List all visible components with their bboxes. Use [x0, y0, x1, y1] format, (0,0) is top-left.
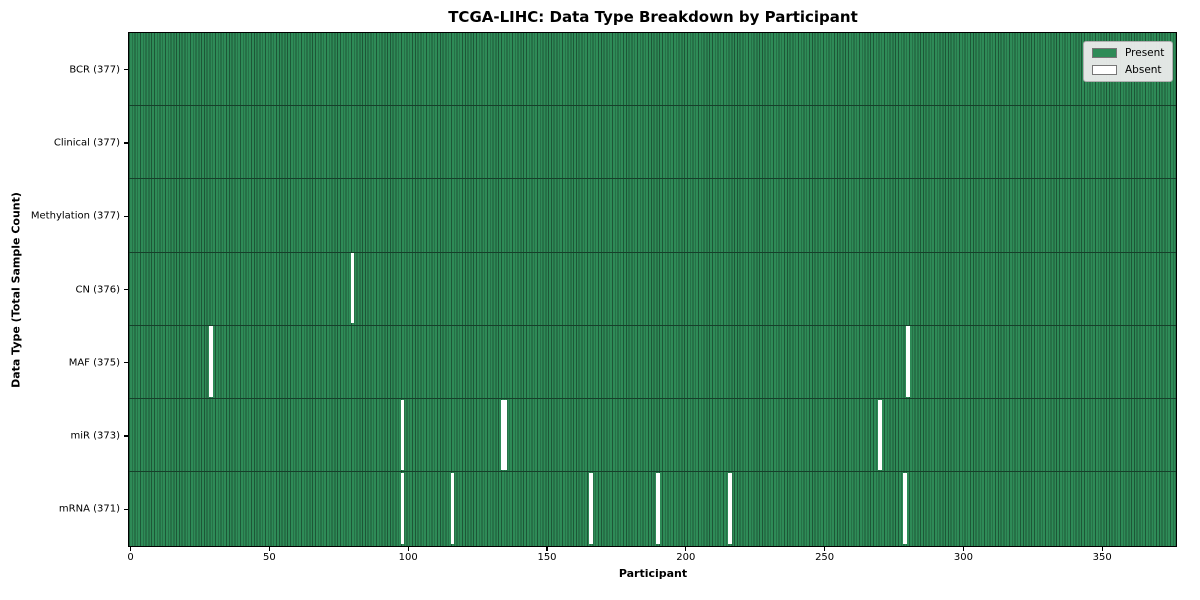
y-tick-mark: [124, 362, 128, 364]
x-tick-mark: [824, 547, 826, 551]
x-tick-label-300: 300: [953, 552, 973, 563]
absent-cell-mRNA-166: [589, 472, 594, 544]
legend-entry-present: Present: [1092, 47, 1164, 59]
absent-cell-mRNA-279: [903, 472, 907, 544]
absent-cell-miR-135: [503, 399, 508, 470]
absent-cell-miR-270: [878, 399, 882, 470]
heatmap-row-MAF: [129, 325, 1176, 400]
y-tick-label-mRNA: mRNA (371): [58, 503, 120, 515]
absent-swatch-icon: [1092, 65, 1117, 75]
absent-cell-miR-134: [500, 399, 505, 470]
heatmap-row-CN: [129, 252, 1176, 326]
x-tick-mark: [268, 547, 270, 551]
x-tick-mark: [546, 547, 548, 551]
legend-label-absent: Absent: [1125, 64, 1162, 76]
x-tick-label-100: 100: [398, 552, 418, 563]
y-tick-mark: [124, 288, 128, 291]
x-tick-mark: [962, 547, 964, 551]
chart-title: TCGA-LIHC: Data Type Breakdown by Partic…: [448, 8, 858, 26]
absent-cell-mRNA-216: [728, 472, 732, 544]
y-tick-mark: [124, 215, 128, 217]
heatmap-row-Clinical: [129, 106, 1176, 180]
present-swatch-icon: [1092, 48, 1117, 58]
heatmap-row-mRNA: [129, 472, 1176, 546]
y-tick-mark: [124, 435, 128, 437]
y-tick-label-MAF: MAF (375): [68, 357, 120, 369]
y-tick-label-miR: miR (373): [70, 430, 120, 442]
heatmap-row-Methylation: [129, 179, 1176, 253]
legend-entry-absent: Absent: [1092, 64, 1164, 76]
x-tick-label-150: 150: [537, 552, 557, 563]
y-tick-label-BCR: BCR (377): [69, 64, 120, 76]
y-tick-label-Methylation: Methylation (377): [30, 210, 120, 222]
x-tick-label-0: 0: [127, 552, 134, 563]
x-tick-mark: [407, 547, 409, 551]
legend-label-present: Present: [1125, 47, 1165, 59]
y-tick-label-CN: CN (376): [75, 284, 120, 295]
x-axis-label: Participant: [618, 567, 688, 580]
heatmap-row-miR: [129, 399, 1176, 473]
y-tick-mark: [124, 69, 128, 71]
absent-cell-MAF-280: [905, 326, 910, 397]
absent-cell-mRNA-190: [655, 472, 660, 544]
heatmap-plot-area: [128, 32, 1177, 547]
y-tick-label-Clinical: Clinical (377): [53, 137, 120, 149]
x-tick-label-250: 250: [815, 552, 835, 563]
x-tick-label-200: 200: [676, 552, 696, 563]
absent-cell-MAF-29: [209, 326, 213, 397]
y-axis-label: Data Type (Total Sample Count): [9, 192, 23, 388]
absent-cell-miR-98: [400, 399, 405, 470]
x-tick-mark: [129, 547, 132, 551]
x-tick-label-50: 50: [263, 552, 276, 563]
absent-cell-mRNA-116: [450, 472, 455, 544]
x-tick-mark: [1101, 547, 1103, 551]
y-tick-mark: [124, 508, 128, 510]
x-tick-label-350: 350: [1092, 552, 1112, 563]
y-tick-mark: [124, 142, 128, 144]
legend: Present Absent: [1083, 41, 1174, 82]
x-tick-mark: [685, 547, 687, 551]
absent-cell-CN-80: [350, 253, 355, 324]
absent-cell-mRNA-98: [400, 472, 405, 544]
heatmap-row-BCR: [129, 33, 1176, 107]
